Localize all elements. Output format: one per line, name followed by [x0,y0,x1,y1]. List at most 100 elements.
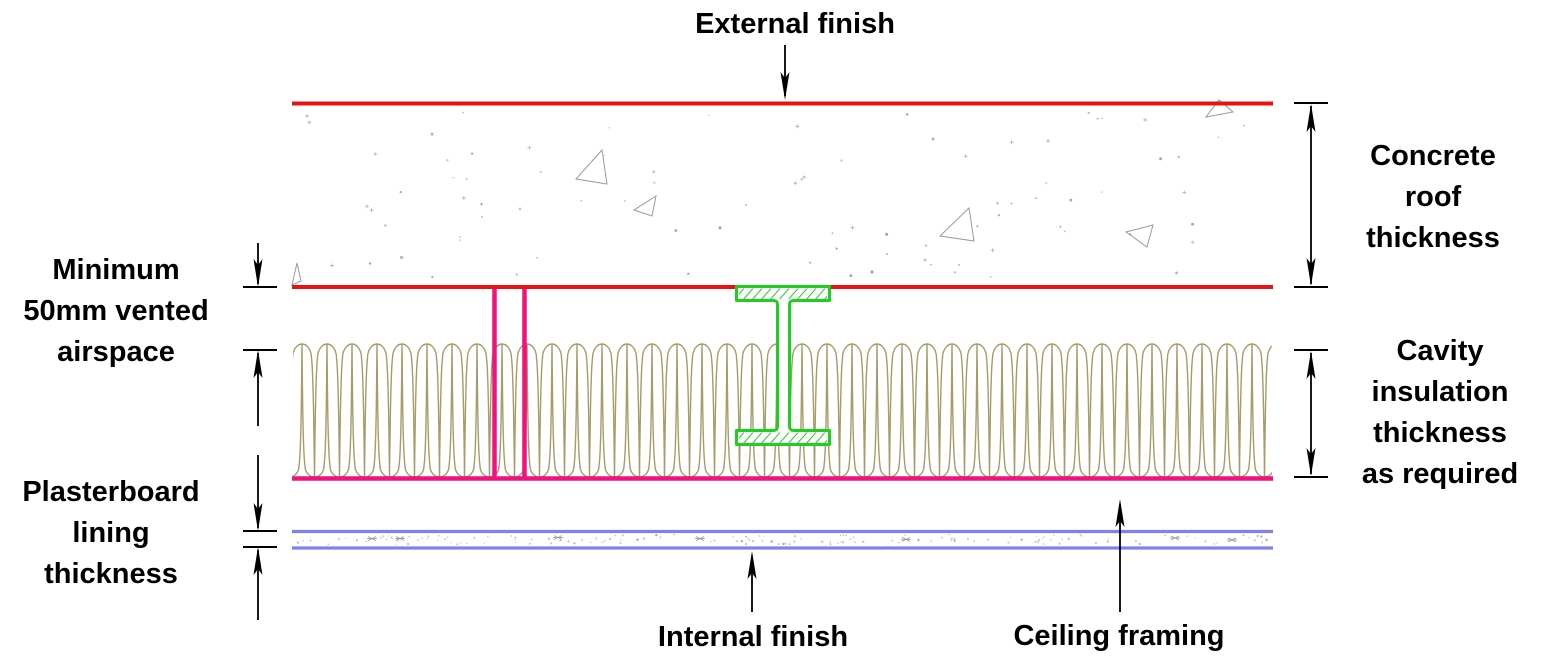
label-cavity-insulation-thickness: Cavity insulation thickness as required [1361,335,1519,490]
plaster-speck [1036,536,1038,538]
plaster-speck [1253,539,1256,542]
dim-plasterboard-thickness [243,455,277,620]
plaster-speck [395,543,397,545]
concrete-speck [1100,191,1103,193]
plaster-speck [782,542,785,546]
flange-hatch-line [743,432,754,443]
plaster-speck [655,533,658,537]
plaster-speck [887,543,889,545]
plaster-blotch [1170,535,1180,541]
plaster-blotch [1227,537,1237,543]
aggregate-triangle-icon [1204,99,1235,118]
plaster-speck [382,535,385,538]
concrete-speck [849,274,853,278]
plaster-speck [573,542,576,545]
concrete-speck [1175,271,1179,275]
concrete-speck [1045,182,1048,185]
label-internal-finish: Internal finish [657,621,849,653]
flange-hatch-line [779,432,790,443]
plaster-speck [437,539,439,541]
plaster-speck [427,535,430,538]
dimension-arrowhead [253,259,263,287]
flange-hatch-line [779,288,790,299]
plaster-speck [770,540,773,543]
plaster-speck [514,538,516,541]
plaster-speck [758,535,760,537]
plaster-speck [567,540,570,543]
plaster-speck [842,534,845,537]
plaster-speck [483,542,486,544]
concrete-speck [1087,111,1090,115]
concrete-speck [446,159,449,162]
plaster-speck [1094,542,1097,545]
concrete-speck [870,270,874,274]
plaster-speck [904,534,906,537]
plaster-speck [1041,537,1043,540]
plaster-blotch [395,536,405,541]
plaster-speck [1036,540,1039,543]
concrete-speck [1010,202,1013,205]
concrete-speck [1217,136,1220,139]
concrete-speck [480,202,483,206]
plaster-speck [744,542,748,546]
label-concrete-roof-thickness: Concrete roof thickness [1366,140,1500,254]
flange-hatch-line [770,288,781,299]
concrete-speck [831,232,834,235]
plaster-speck [1261,541,1264,544]
concrete-speck [963,154,968,159]
plaster-speck [1042,543,1045,545]
plaster-speck [987,538,989,541]
concrete-speck [400,255,404,260]
plaster-speck [761,540,764,542]
plaster-speck [1053,534,1055,536]
flange-hatch-line [761,288,772,299]
flange-hatch-line [788,432,799,443]
concrete-speck [1064,230,1066,233]
plaster-speck [514,541,517,543]
concrete-speck [1182,190,1187,195]
flange-hatch-line [739,432,745,439]
plaster-speck [794,535,797,538]
concrete-speck [539,170,542,174]
concrete-speck [431,275,434,279]
aggregate-triangle-icon [938,206,975,242]
plaster-speck [751,539,755,543]
plaster-speck [1164,534,1166,536]
plaster-speck [417,539,419,541]
plaster-speck [948,534,950,536]
plaster-speck [788,543,791,546]
concrete-speck [795,124,800,129]
plaster-speck [852,536,855,539]
concrete-speck [1177,155,1181,159]
dimension-arrowhead [253,503,263,531]
dim-concrete-roof-thickness [1294,102,1328,288]
plaster-speck [749,539,751,542]
plaster-speck [465,542,468,545]
top-flange-hatch [739,288,827,299]
plaster-speck [397,540,399,542]
plaster-speck [421,537,423,539]
flange-hatch-line [806,288,817,299]
concrete-speck [802,175,806,179]
flange-hatch-line [743,288,754,299]
plaster-speck [930,540,933,542]
plaster-speck [1081,535,1083,537]
plaster-speck [763,535,765,537]
plaster-speck [953,539,956,542]
bottom-flange-hatch [739,432,827,443]
plaster-speck [1213,543,1215,546]
plaster-speck [559,539,562,542]
concrete-speck [1009,140,1014,145]
concrete-speck [800,178,803,181]
concrete-speck [885,253,889,256]
plaster-speck [427,538,429,540]
concrete-speck [718,226,722,230]
concrete-speck [518,207,522,211]
label-vented-airspace: Minimum 50mm vented airspace [23,254,209,368]
concrete-speck [515,273,518,276]
flange-hatch-line [815,432,826,443]
plaster-blotch [367,536,377,541]
concrete-speck [471,152,474,155]
plaster-speck [829,541,832,543]
